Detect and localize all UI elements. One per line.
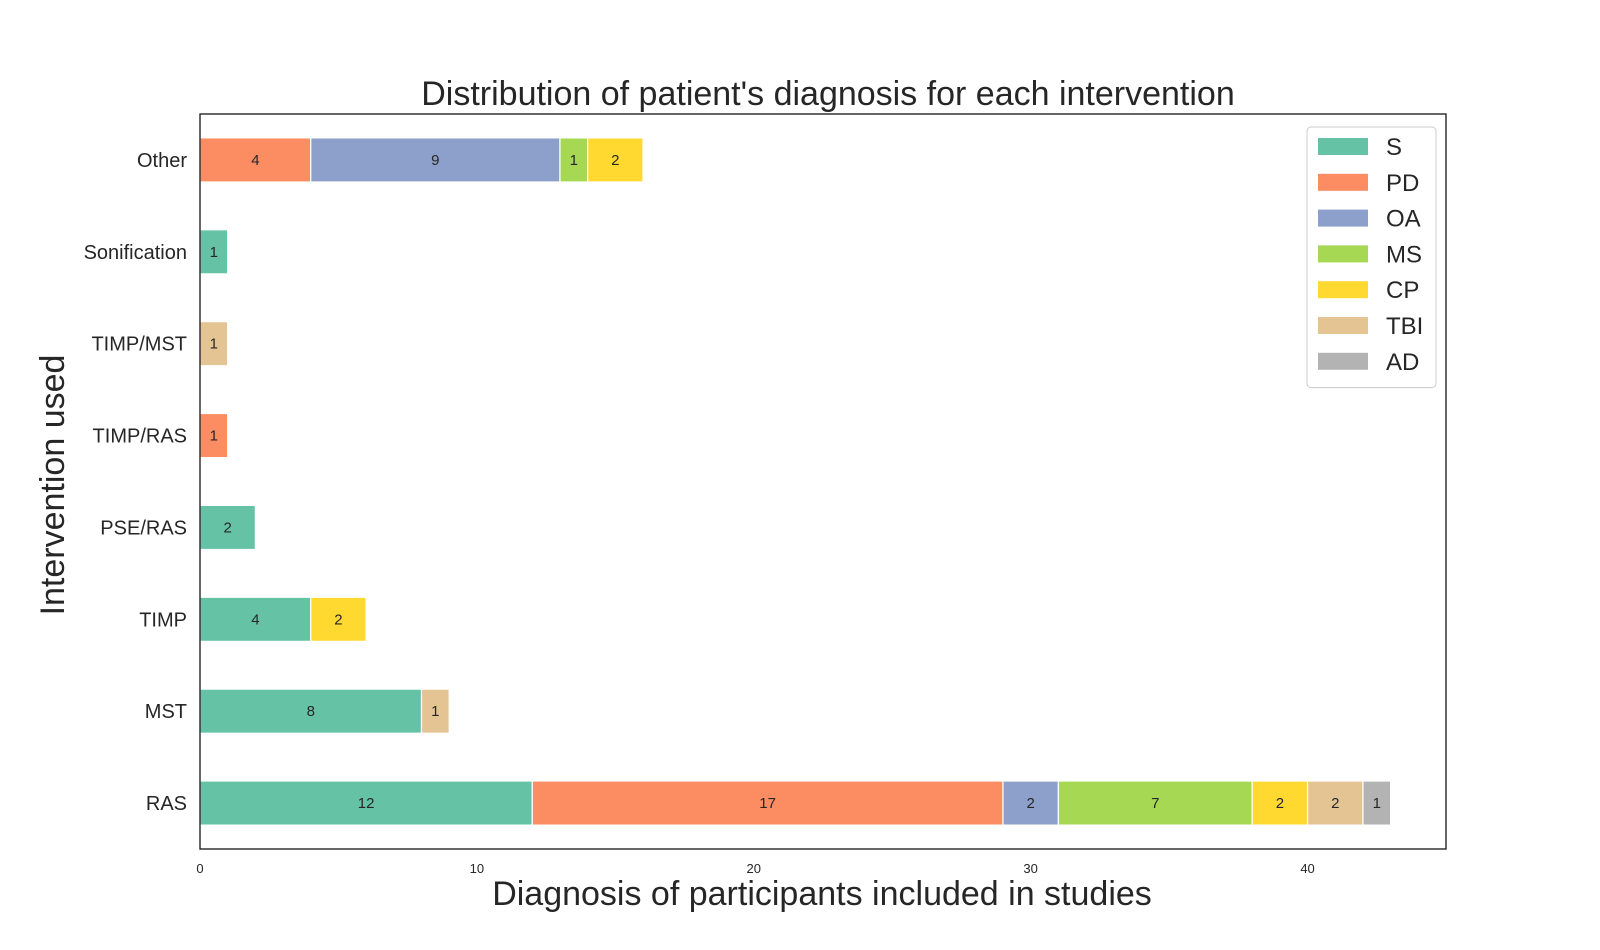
x-tick-label: 10 [470,861,484,876]
bar-segment [199,688,423,734]
legend-swatch [1318,209,1368,227]
bar-segment [587,137,644,183]
bar-segment [1362,780,1392,826]
legend: S PD OA MS CP TBI AD [1306,126,1437,389]
legend-swatch [1318,173,1368,191]
data-label: 17 [759,795,776,812]
bar-segment [1306,780,1364,826]
plot-area: 128421171429712222111RASMSTTIMPPSE/RASTI… [84,113,1447,876]
y-tick-label: TIMP/MST [91,334,187,356]
bar-segment [199,504,256,551]
legend-label: AD [1386,349,1419,376]
data-label: 12 [358,795,375,812]
y-tick-label: Other [137,150,187,172]
y-tick-label: RAS [146,793,187,815]
data-label: 8 [307,703,315,720]
y-tick-label: TIMP [139,609,187,631]
legend-swatch [1318,138,1368,155]
x-tick-label: 40 [1300,861,1314,876]
bar-segment [531,780,1004,826]
bar-segment [420,688,450,734]
legend-label: MS [1386,241,1422,268]
data-label: 2 [611,152,619,169]
legend-swatch [1318,352,1368,370]
data-label: 2 [1331,795,1339,812]
bar-segment [199,780,533,826]
y-axis-label: Intervention used [34,355,72,616]
data-label: 2 [1276,795,1284,812]
legend-swatch [1318,245,1368,263]
bar-segment [559,137,589,183]
y-tick-label: MST [145,701,187,723]
y-tick-label: Sonification [84,242,187,264]
legend-label: CP [1386,277,1419,304]
legend-swatch [1318,281,1368,299]
x-tick-label: 20 [747,861,761,876]
data-label: 2 [334,611,342,628]
bar-segment [199,229,229,275]
y-tick-label: PSE/RAS [100,517,187,539]
data-label: 2 [224,519,232,536]
data-label: 9 [431,152,439,169]
data-label: 2 [1026,795,1034,812]
bar-segment [310,137,561,183]
bar-segment [1002,780,1059,826]
bar-segment [310,596,367,642]
data-label: 1 [570,152,578,169]
x-tick-label: 0 [196,861,203,876]
legend-label: TBI [1386,313,1423,340]
bar-segment [199,596,312,642]
x-tick-label: 30 [1023,861,1037,876]
legend-swatch [1318,317,1368,334]
plot-frame [199,113,1447,850]
data-label: 4 [251,611,259,628]
legend-label: OA [1386,206,1421,233]
x-axis-label: Diagnosis of participants included in st… [492,875,1152,913]
y-tick-label: TIMP/RAS [93,426,187,448]
data-label: 1 [210,336,218,353]
bar-segment [1251,780,1309,826]
data-label: 1 [210,428,218,445]
data-label: 7 [1151,795,1159,812]
data-label: 4 [251,152,259,169]
data-label: 1 [431,703,439,720]
bar-segment [199,412,229,459]
data-label: 1 [1373,795,1381,812]
chart-title: Distribution of patient's diagnosis for … [421,75,1235,113]
data-label: 1 [210,244,218,261]
legend-label: S [1386,134,1402,161]
legend-label: PD [1386,170,1419,197]
